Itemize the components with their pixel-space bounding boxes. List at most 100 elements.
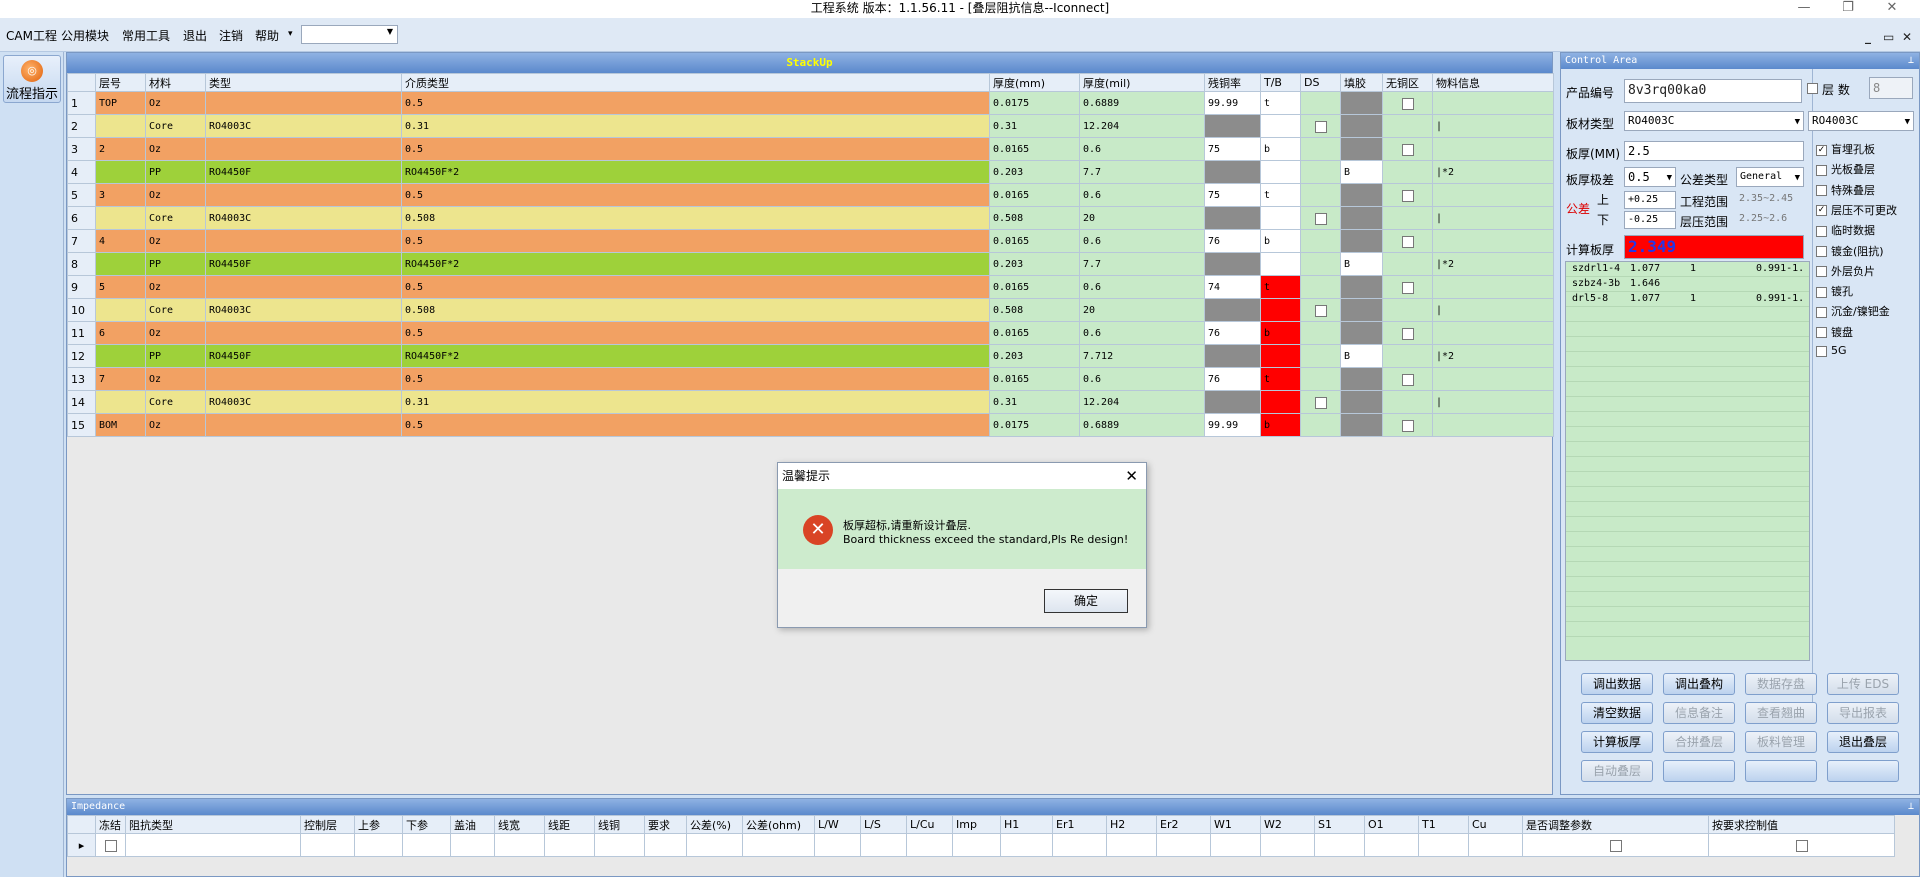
option-checkbox[interactable]: 外层负片 [1816, 263, 1875, 279]
checkbox[interactable] [1816, 286, 1827, 298]
dielectric-cell[interactable]: 0.508 [401, 206, 990, 230]
no-copper-cell[interactable] [1382, 344, 1433, 368]
ds-cell[interactable] [1300, 160, 1341, 184]
checkbox[interactable]: ✓ [1816, 205, 1827, 217]
result-row[interactable]: szbz4-3b 1.646 [1566, 277, 1809, 292]
thickness-mm-cell[interactable]: 0.0165 [989, 183, 1080, 207]
row-number[interactable]: 5 [67, 183, 96, 207]
ds-cell[interactable] [1300, 206, 1341, 230]
material-info-cell[interactable]: |*2 [1432, 252, 1554, 276]
result-row[interactable]: szdrl1-4 1.077 1 0.991-1. [1566, 262, 1809, 277]
row-number[interactable]: 6 [67, 206, 96, 230]
copper-rate-cell[interactable]: 75 [1204, 183, 1261, 207]
tb-cell[interactable]: b [1260, 413, 1301, 437]
imp-cell[interactable] [686, 833, 743, 857]
imp-cell[interactable] [594, 833, 645, 857]
thickness-mm-cell[interactable]: 0.0165 [989, 229, 1080, 253]
type-cell[interactable] [205, 367, 402, 391]
copper-rate-cell[interactable]: 76 [1204, 367, 1261, 391]
thickness-mm-cell[interactable]: 0.31 [989, 390, 1080, 414]
result-row[interactable]: drl5-8 1.077 1 0.991-1. [1566, 292, 1809, 307]
material-cell[interactable]: PP [145, 252, 206, 276]
copper-rate-cell[interactable] [1204, 206, 1261, 230]
tb-cell[interactable]: t [1260, 183, 1301, 207]
stackup-row[interactable]: 9 5 Oz 0.5 0.0165 0.6 74 t [67, 275, 1554, 299]
option-checkbox[interactable]: ✓ 层压不可更改 [1816, 202, 1897, 218]
stackup-row[interactable]: 14 Core RO4003C 0.31 0.31 12.204 | [67, 390, 1554, 414]
ds-checkbox[interactable] [1314, 120, 1327, 133]
stackup-row[interactable]: 13 7 Oz 0.5 0.0165 0.6 76 t [67, 367, 1554, 391]
imp-col-header[interactable]: 公差(%) [686, 815, 743, 834]
row-number[interactable]: 3 [67, 137, 96, 161]
imp-cell[interactable] [1364, 833, 1419, 857]
thickness-mil-cell[interactable]: 0.6 [1079, 137, 1205, 161]
control-button[interactable] [1745, 760, 1817, 782]
imp-col-header[interactable]: 按要求控制值 [1708, 815, 1895, 834]
dielectric-cell[interactable]: 0.5 [401, 183, 990, 207]
imp-cell[interactable] [952, 833, 1001, 857]
copper-rate-cell[interactable] [1204, 160, 1261, 184]
tb-cell[interactable] [1260, 160, 1301, 184]
board-type-select-2[interactable]: RO4003C ▼ [1808, 111, 1914, 131]
stackup-col-header[interactable] [67, 73, 96, 92]
thickness-mil-cell[interactable]: 0.6 [1079, 183, 1205, 207]
dielectric-cell[interactable]: 0.31 [401, 114, 990, 138]
material-cell[interactable]: Oz [145, 367, 206, 391]
material-info-cell[interactable] [1432, 229, 1554, 253]
row-number[interactable]: 7 [67, 229, 96, 253]
dielectric-cell[interactable]: 0.5 [401, 321, 990, 345]
ds-cell[interactable] [1300, 137, 1341, 161]
material-cell[interactable]: PP [145, 344, 206, 368]
menu-common-tools[interactable]: 常用工具 [122, 29, 171, 43]
tb-cell[interactable] [1260, 206, 1301, 230]
fill-cell[interactable] [1340, 206, 1383, 230]
ds-cell[interactable] [1300, 252, 1341, 276]
option-checkbox[interactable]: 临时数据 [1816, 222, 1875, 238]
copper-rate-cell[interactable]: 75 [1204, 137, 1261, 161]
thickness-mm-cell[interactable]: 0.0165 [989, 321, 1080, 345]
type-cell[interactable] [205, 275, 402, 299]
thickness-mm-cell[interactable]: 0.508 [989, 206, 1080, 230]
no-copper-checkbox[interactable] [1401, 281, 1414, 294]
copper-rate-cell[interactable]: 99.99 [1204, 413, 1261, 437]
no-copper-checkbox[interactable] [1401, 189, 1414, 202]
material-cell[interactable]: Oz [145, 91, 206, 115]
stackup-col-header[interactable]: 类型 [205, 73, 402, 92]
layer-cell[interactable]: 4 [95, 229, 146, 253]
ds-cell[interactable] [1300, 367, 1341, 391]
no-copper-checkbox[interactable] [1401, 97, 1414, 110]
material-info-cell[interactable]: | [1432, 206, 1554, 230]
copper-rate-cell[interactable]: 76 [1204, 229, 1261, 253]
material-info-cell[interactable] [1432, 183, 1554, 207]
stackup-row[interactable]: 3 2 Oz 0.5 0.0165 0.6 75 b [67, 137, 1554, 161]
imp-col-header[interactable]: 公差(ohm) [742, 815, 815, 834]
imp-cell[interactable] [354, 833, 403, 857]
thickness-mil-cell[interactable]: 12.204 [1079, 390, 1205, 414]
imp-cell[interactable] [494, 833, 545, 857]
stackup-row[interactable]: 7 4 Oz 0.5 0.0165 0.6 76 b [67, 229, 1554, 253]
thickness-mil-cell[interactable]: 12.204 [1079, 114, 1205, 138]
layer-cell[interactable] [95, 344, 146, 368]
no-copper-cell[interactable] [1382, 390, 1433, 414]
imp-cell[interactable] [1522, 833, 1709, 857]
layer-cell[interactable] [95, 206, 146, 230]
control-button[interactable]: 调出数据 [1581, 673, 1653, 695]
thickness-mm-cell[interactable]: 0.0165 [989, 137, 1080, 161]
pin-icon[interactable]: ⊥ [1907, 55, 1914, 66]
no-copper-cell[interactable] [1382, 321, 1433, 345]
menu-combo[interactable]: ▼ [301, 25, 398, 44]
dielectric-cell[interactable]: 0.31 [401, 390, 990, 414]
imp-cell[interactable] [1106, 833, 1157, 857]
imp-col-header[interactable]: S1 [1314, 815, 1365, 834]
no-copper-cell[interactable] [1382, 229, 1433, 253]
thickness-mil-cell[interactable]: 0.6 [1079, 367, 1205, 391]
option-checkbox[interactable]: 光板叠层 [1816, 161, 1875, 177]
tb-cell[interactable]: b [1260, 137, 1301, 161]
control-button[interactable]: 数据存盘 [1745, 673, 1817, 695]
material-info-cell[interactable]: | [1432, 114, 1554, 138]
tb-cell[interactable]: t [1260, 275, 1301, 299]
imp-col-header[interactable]: L/Cu [906, 815, 953, 834]
checkbox[interactable] [1816, 345, 1827, 357]
imp-cell[interactable] [644, 833, 687, 857]
imp-col-header[interactable]: 是否调整参数 [1522, 815, 1709, 834]
